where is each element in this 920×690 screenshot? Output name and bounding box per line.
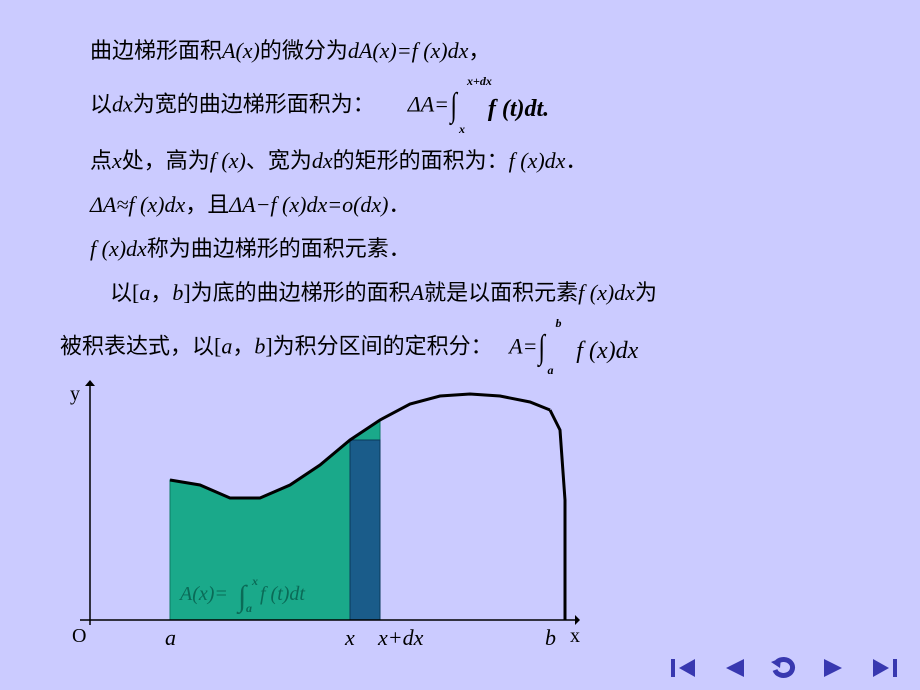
math-a: a	[139, 280, 150, 305]
fill-rect-blue	[350, 440, 380, 620]
math-dx2: dx	[312, 148, 333, 173]
math-b: b	[172, 280, 183, 305]
label-x: x	[344, 625, 355, 650]
l1c: ，	[468, 38, 490, 63]
svg-text:a: a	[246, 601, 252, 615]
l6c: ]为底的曲边梯形的面积	[183, 280, 410, 305]
slide-content: 曲边梯形面积A(x)的微分为dA(x)=f (x)dx， 以dx为宽的曲边梯形面…	[0, 0, 920, 380]
nav-prev-button[interactable]	[718, 654, 750, 682]
l6e: 为	[635, 280, 657, 305]
math-fxdx2: f (x)dx	[90, 236, 147, 261]
math-b2: b	[254, 333, 265, 358]
label-xdx: x+dx	[377, 625, 424, 650]
nav-next-button[interactable]	[818, 654, 850, 682]
math-deltaA: ΔA=	[408, 91, 449, 116]
label-O: O	[72, 625, 86, 647]
math-finalA: A=	[509, 333, 537, 358]
l1a: 曲边梯形面积	[90, 38, 222, 63]
math-a2: a	[221, 333, 232, 358]
line-6: 以[a，b]为底的曲边梯形的面积A就是以面积元素f (x)dx为	[60, 272, 870, 314]
x-arrow	[575, 615, 580, 625]
l4b: ．	[389, 192, 411, 217]
l4a: ，且	[185, 192, 229, 217]
nav-return-button[interactable]	[768, 654, 800, 682]
math-A: A	[411, 280, 424, 305]
integral-1: ∫ x+dx x f (t)dt.	[449, 74, 549, 139]
l2b: 为宽的曲边梯形面积为：	[133, 91, 375, 116]
diagram: y O a x x+dx b x A(x)= ∫ x a f (t)dt	[60, 380, 580, 670]
math-dx: dx	[112, 91, 133, 116]
l3b: 处，高为	[122, 148, 210, 173]
l3a: 点	[90, 148, 112, 173]
label-xaxis: x	[570, 625, 580, 647]
math-fxdx3: f (x)dx	[578, 280, 635, 305]
l3c: 、宽为	[246, 148, 312, 173]
math-diffo: ΔA−f (x)dx=o(dx)	[229, 192, 388, 217]
l7c: ]为积分区间的定积分：	[265, 333, 492, 358]
math-fxdx: f (x)dx	[509, 148, 566, 173]
nav-first-button[interactable]	[668, 654, 700, 682]
line-3: 点x处，高为f (x)、宽为dx的矩形的面积为：f (x)dx．	[60, 140, 870, 182]
svg-text:A(x)=: A(x)=	[178, 583, 228, 605]
label-y: y	[70, 383, 80, 405]
line-4: ΔA≈f (x)dx，且ΔA−f (x)dx=o(dx)．	[60, 184, 870, 226]
math-Ax: A(x)	[222, 38, 260, 63]
line-1: 曲边梯形面积A(x)的微分为dA(x)=f (x)dx，	[60, 30, 870, 72]
math-dAx: dA(x)=f (x)dx	[348, 38, 469, 63]
y-arrow	[85, 380, 95, 386]
l6d: 就是以面积元素	[424, 280, 578, 305]
line-2: 以dx为宽的曲边梯形面积为： ΔA= ∫ x+dx x f (t)dt.	[60, 74, 870, 139]
l1b: 的微分为	[260, 38, 348, 63]
curve-right	[550, 410, 565, 620]
line-7: 被积表达式，以[a，b]为积分区间的定积分： A= ∫ b a f (x)dx	[60, 316, 870, 381]
label-a: a	[165, 625, 176, 650]
nav-last-button[interactable]	[868, 654, 900, 682]
l3e: ．	[565, 148, 587, 173]
nav-bar	[668, 654, 900, 682]
l7a: 被积表达式，以[	[60, 333, 221, 358]
l5a: 称为曲边梯形的面积元素．	[147, 236, 411, 261]
l6a: 以[	[110, 280, 139, 305]
math-approx: ΔA≈f (x)dx	[90, 192, 185, 217]
label-b: b	[545, 625, 556, 650]
l2a: 以	[90, 91, 112, 116]
l7b: ，	[232, 333, 254, 358]
math-fx: f (x)	[210, 148, 246, 173]
integral-2: ∫ b a f (x)dx	[537, 316, 638, 381]
svg-text:x: x	[251, 574, 258, 588]
math-x: x	[112, 148, 122, 173]
svg-text:f (t)dt: f (t)dt	[260, 583, 305, 605]
line-5: f (x)dx称为曲边梯形的面积元素．	[60, 228, 870, 270]
l3d: 的矩形的面积为：	[333, 148, 509, 173]
l6b: ，	[150, 280, 172, 305]
